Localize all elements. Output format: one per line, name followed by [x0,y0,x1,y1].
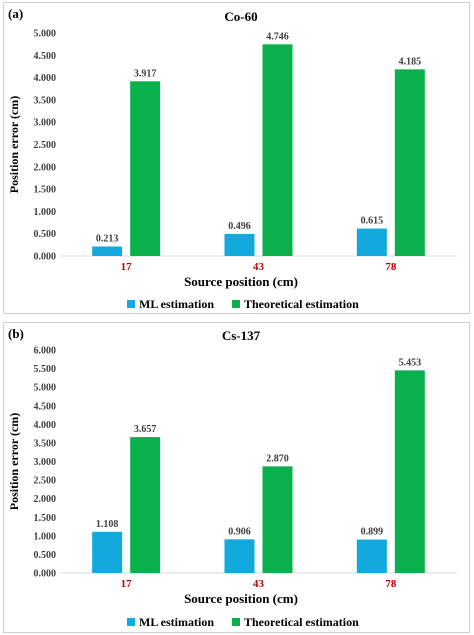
data-label: 4.746 [266,31,289,42]
data-label: 0.213 [96,234,119,245]
y-tick-label: 3.000 [34,118,57,129]
y-tick-label: 6.000 [34,346,57,357]
x-tick-label: 43 [253,261,265,273]
data-label: 0.496 [228,221,251,232]
data-label: 3.657 [134,424,157,435]
data-label: 0.906 [228,526,251,537]
y-tick-label: 0.500 [34,229,57,240]
legend-swatch-ml [127,300,135,308]
data-label: 5.453 [399,357,422,368]
y-tick-label: 4.000 [34,420,57,431]
x-axis-label: Source position (cm) [184,591,298,606]
y-tick-label: 0.000 [34,252,57,263]
theoretical-bar [130,437,161,573]
theoretical-bar [262,44,293,256]
x-tick-label: 78 [385,261,397,273]
y-axis-label: Position error (cm) [7,96,21,194]
data-label: 4.185 [399,56,422,67]
ml-bar [224,539,255,573]
legend-label: Theoretical estimation [244,615,359,629]
y-tick-label: 2.500 [34,476,57,487]
y-tick-label: 5.000 [34,383,57,394]
panel-label: (b) [8,326,24,341]
theoretical-bar [394,69,425,256]
x-tick-label: 43 [253,578,265,590]
y-tick-label: 4.500 [34,401,57,412]
y-tick-label: 1.000 [34,531,57,542]
y-tick-label: 2.000 [34,162,57,173]
legend-label: Theoretical estimation [244,297,359,311]
ml-bar [224,233,255,256]
data-label: 2.870 [266,453,289,464]
data-label: 0.899 [361,527,384,538]
data-label: 0.615 [361,216,384,227]
legend-swatch-ml [127,618,135,626]
theoretical-bar [394,370,425,573]
ml-bar [92,246,123,256]
y-tick-label: 3.500 [34,95,57,106]
ml-bar [356,539,387,573]
y-tick-label: 1.500 [34,185,57,196]
y-tick-label: 0.000 [34,569,57,580]
y-tick-label: 1.500 [34,513,57,524]
chart-panel-a: (a) Co-60 0.000 0.500 1.000 1.500 2.000 2.500 3… [3,2,470,314]
y-tick-label: 3.000 [34,457,57,468]
theoretical-bar [130,81,161,256]
data-label: 3.917 [134,68,157,79]
co60-chart: Co-60 0.000 0.500 1.000 1.500 2.000 2.500 3.000… [7,9,457,311]
panel-label: (a) [8,6,24,21]
data-label: 1.108 [96,519,119,530]
x-tick-label: 78 [385,578,397,590]
chart-title: Cs-137 [222,328,261,343]
y-tick-label: 0.500 [34,550,57,561]
legend-label: ML estimation [139,615,214,629]
y-tick-label: 3.500 [34,438,57,449]
y-tick-label: 4.000 [34,73,57,84]
y-axis-label: Position error (cm) [7,413,21,511]
y-tick-label: 5.000 [34,29,57,40]
legend-swatch-theoretical [232,300,240,308]
ml-bar [92,531,123,573]
y-tick-label: 2.000 [34,494,57,505]
legend-swatch-theoretical [232,618,240,626]
cs137-chart: Cs-137 0.000 0.500 1.000 1.500 2.000 2.500 3.00… [7,328,457,629]
x-tick-label: 17 [121,261,133,273]
y-tick-label: 5.500 [34,364,57,375]
theoretical-bar [262,466,293,573]
chart-panel-b: (b) Cs-137 0.000 0.500 1.000 1.500 2.000 2.500… [3,322,470,633]
chart-title: Co-60 [224,9,257,24]
x-axis-label: Source position (cm) [184,274,298,289]
ml-bar [356,228,387,256]
legend-label: ML estimation [139,297,214,311]
x-tick-label: 17 [121,578,133,590]
y-tick-label: 2.500 [34,140,57,151]
y-tick-label: 1.000 [34,207,57,218]
y-tick-label: 4.500 [34,51,57,62]
